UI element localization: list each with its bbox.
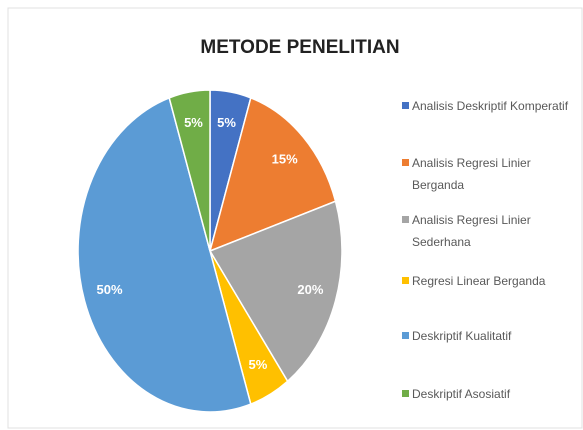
legend-item: Analisis Deskriptif Komperatif <box>402 95 572 117</box>
data-label: 5% <box>249 357 268 372</box>
chart-title: METODE PENELITIAN <box>200 37 399 58</box>
legend-swatch <box>402 277 409 284</box>
legend-label: Analisis Regresi Linier Berganda <box>412 156 531 192</box>
pie-slice <box>168 89 211 252</box>
legend-swatch <box>402 332 409 339</box>
legend-label: Analisis Deskriptif Komperatif <box>412 99 569 113</box>
data-label: 15% <box>272 151 298 166</box>
pie-slice <box>77 96 252 413</box>
legend-label: Deskriptif Kualitatif <box>412 329 512 343</box>
data-label: 50% <box>97 282 123 297</box>
data-label: 20% <box>297 282 323 297</box>
pie-slice <box>208 200 343 383</box>
chart-border <box>7 7 583 429</box>
legend-item: Deskriptif Asosiatif <box>402 383 572 405</box>
legend-label: Analisis Regresi Linier Sederhana <box>412 213 531 249</box>
legend-swatch <box>402 159 409 166</box>
legend-item: Deskriptif Kualitatif <box>402 325 572 347</box>
pie-slice <box>208 96 337 253</box>
data-label: 5% <box>184 115 203 130</box>
data-label: 5% <box>217 115 236 130</box>
legend-item: Analisis Regresi Linier Sederhana <box>402 209 572 253</box>
legend-item: Analisis Regresi Linier Berganda <box>402 152 572 196</box>
legend-item: Regresi Linear Berganda <box>402 270 572 292</box>
legend-swatch <box>402 390 409 397</box>
legend-swatch <box>402 102 409 109</box>
legend-label: Regresi Linear Berganda <box>412 274 546 288</box>
legend-label: Deskriptif Asosiatif <box>412 387 511 401</box>
legend-swatch <box>402 216 409 223</box>
